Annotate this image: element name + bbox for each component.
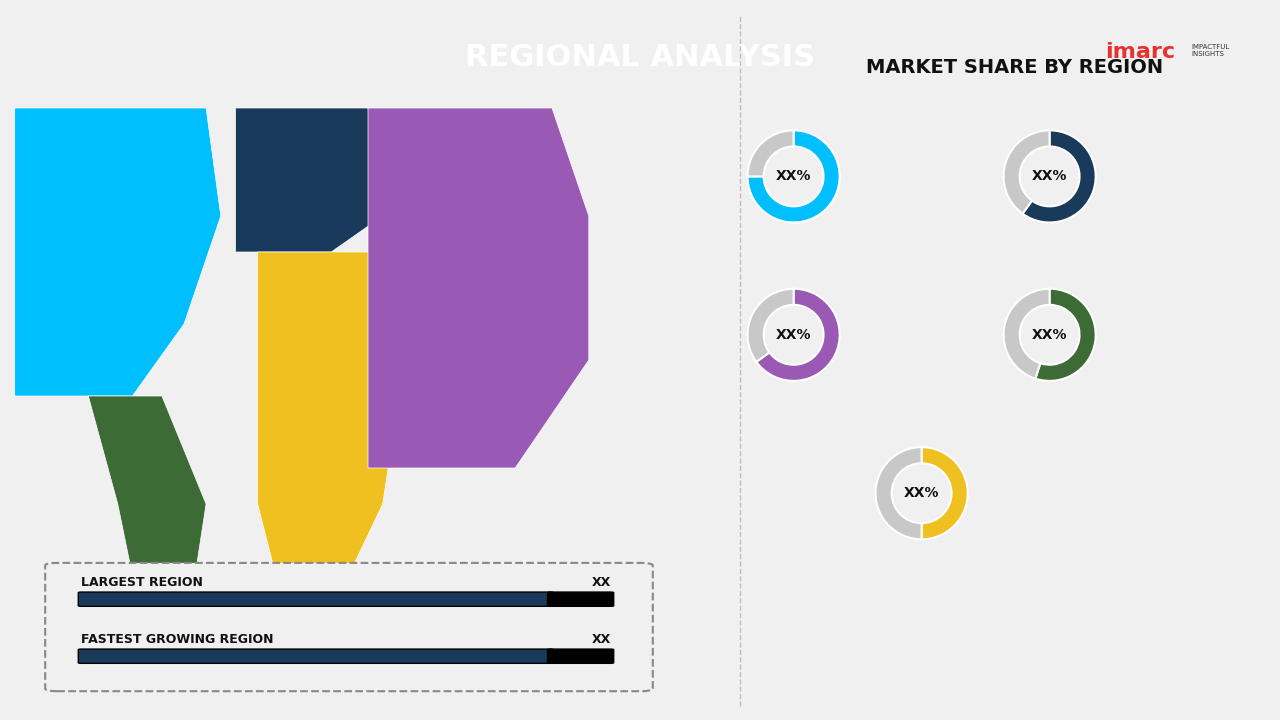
Polygon shape <box>88 396 206 648</box>
Text: XX%: XX% <box>776 169 812 184</box>
Text: REGIONAL ANALYSIS: REGIONAL ANALYSIS <box>465 43 815 72</box>
Wedge shape <box>756 289 840 381</box>
FancyBboxPatch shape <box>45 563 653 691</box>
FancyBboxPatch shape <box>78 649 553 663</box>
Polygon shape <box>236 108 383 252</box>
Text: XX%: XX% <box>1032 328 1068 342</box>
Polygon shape <box>15 108 220 396</box>
Wedge shape <box>1023 130 1096 222</box>
Wedge shape <box>748 130 794 176</box>
Wedge shape <box>1004 130 1050 214</box>
Text: LARGEST REGION: LARGEST REGION <box>82 576 204 589</box>
Text: IMPACTFUL
INSIGHTS: IMPACTFUL INSIGHTS <box>1192 44 1229 58</box>
Wedge shape <box>748 289 794 362</box>
FancyBboxPatch shape <box>548 592 613 606</box>
Wedge shape <box>748 130 840 222</box>
Text: XX: XX <box>591 633 611 646</box>
Text: XX%: XX% <box>1032 169 1068 184</box>
Text: XX%: XX% <box>776 328 812 342</box>
FancyBboxPatch shape <box>548 649 613 663</box>
Text: MARKET SHARE BY REGION: MARKET SHARE BY REGION <box>865 58 1164 76</box>
Text: XX: XX <box>591 576 611 589</box>
FancyBboxPatch shape <box>78 592 553 606</box>
Wedge shape <box>922 447 968 539</box>
Text: imarc: imarc <box>1105 42 1175 62</box>
Polygon shape <box>257 252 404 648</box>
Wedge shape <box>876 447 922 539</box>
Polygon shape <box>369 108 589 468</box>
Text: FASTEST GROWING REGION: FASTEST GROWING REGION <box>82 633 274 646</box>
Wedge shape <box>1036 289 1096 381</box>
Wedge shape <box>1004 289 1050 379</box>
Text: XX%: XX% <box>904 486 940 500</box>
